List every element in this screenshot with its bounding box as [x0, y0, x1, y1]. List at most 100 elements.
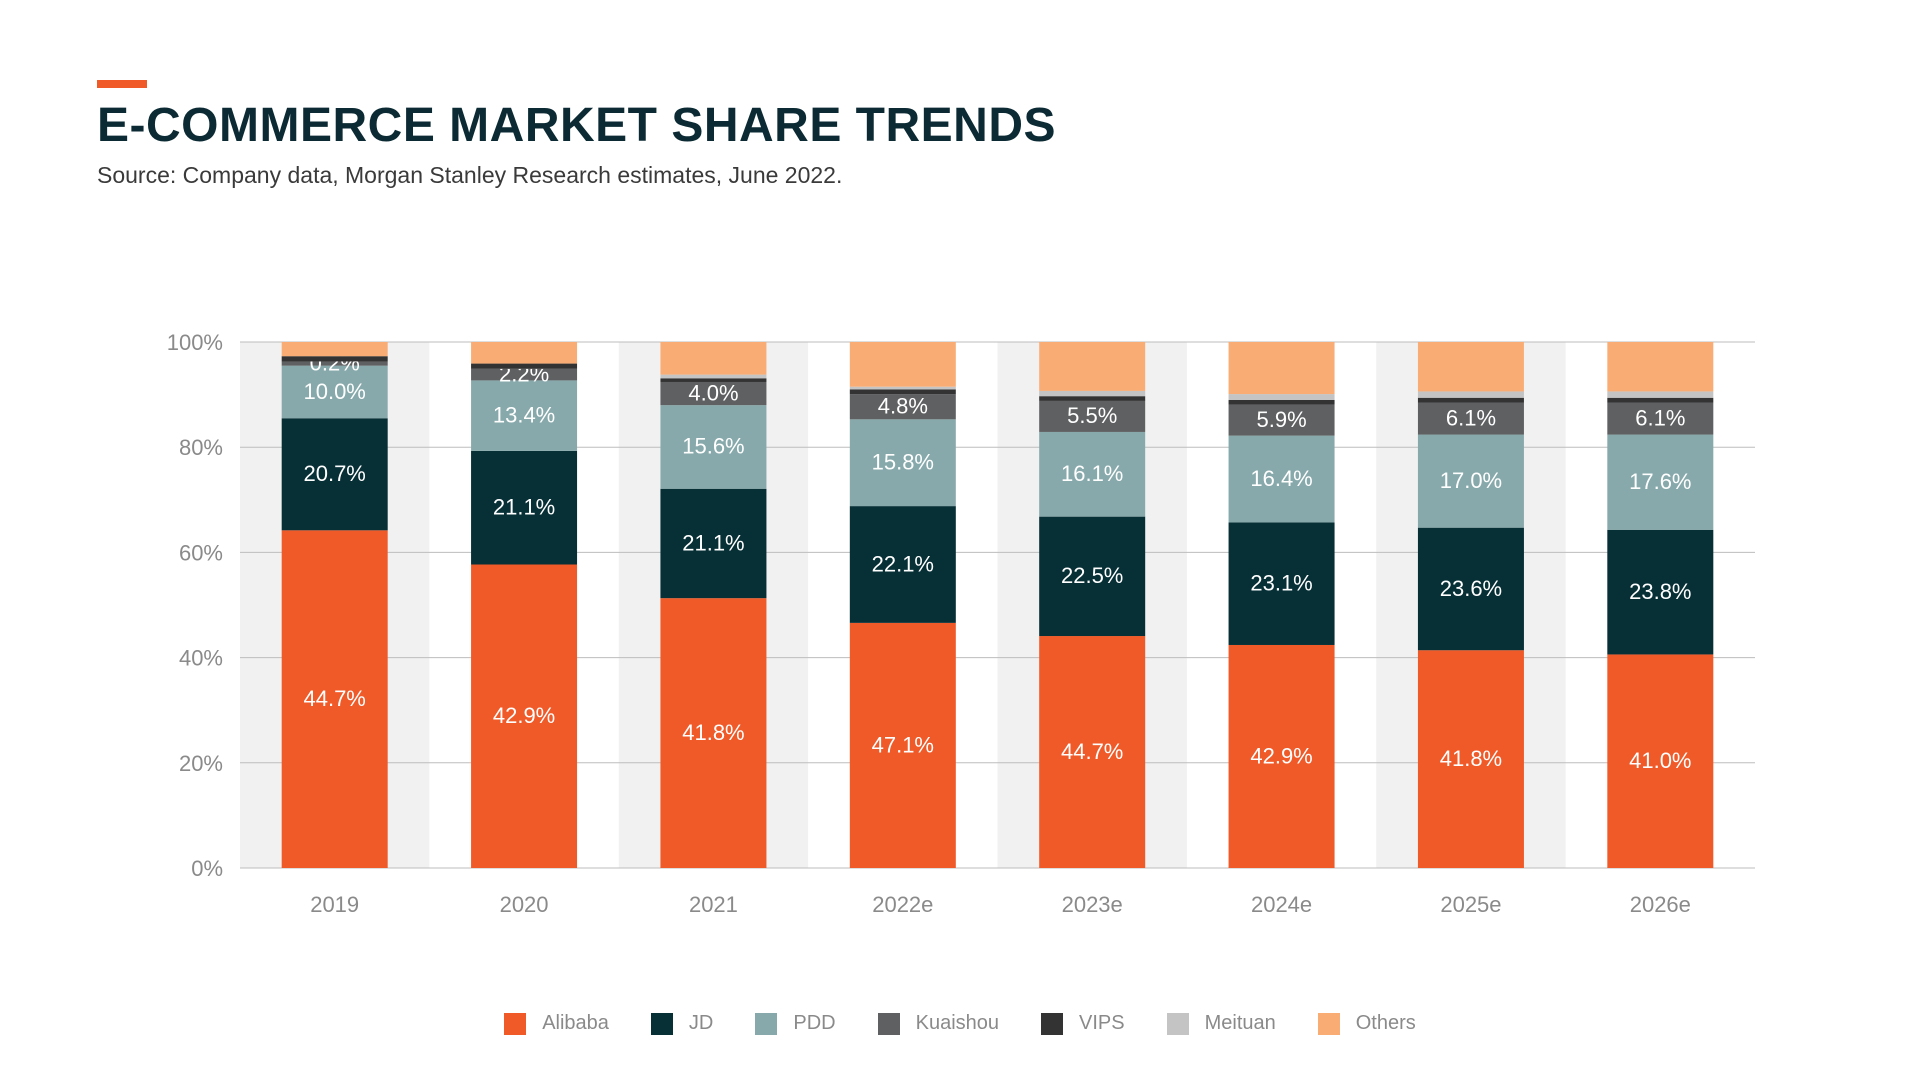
bar-segment-others	[281, 342, 388, 357]
legend-label: PDD	[793, 1012, 836, 1034]
legend-swatch	[1166, 1012, 1189, 1035]
bar-segment-meituan	[1417, 391, 1524, 398]
data-label: 4.0%	[688, 380, 738, 405]
x-tick-label: 2023e	[1062, 892, 1123, 917]
bar-segment-others	[1039, 342, 1146, 391]
bar-segment-meituan	[1607, 391, 1714, 398]
data-label: 13.4%	[493, 402, 555, 427]
bar-segment-jd	[660, 488, 767, 599]
bar-segment-vips	[660, 378, 767, 382]
bar-segment-pdd	[1228, 435, 1335, 523]
bar-segment-jd	[1417, 527, 1524, 651]
data-label: 4.8%	[878, 394, 928, 419]
bar-segment-vips	[1039, 396, 1146, 401]
bar-stack-2021: 41.8% 21.1% 15.6% 4.0%	[660, 342, 767, 868]
legend-label: Alibaba	[542, 1012, 609, 1034]
x-tick-label: 2022e	[872, 892, 933, 917]
x-tick-label: 2020	[500, 892, 549, 917]
legend-item-meituan: Meituan	[1166, 1012, 1276, 1035]
legend-label: Kuaishou	[915, 1012, 1000, 1034]
x-tick-label: 2021	[689, 892, 738, 917]
bar-segment-jd	[281, 418, 388, 531]
bar-segment-kuaishou	[1039, 400, 1146, 432]
data-label: 10.0%	[303, 379, 365, 404]
y-tick-label: 0%	[191, 856, 223, 881]
bar-segment-pdd	[1039, 431, 1146, 517]
bar-segment-pdd	[281, 365, 388, 419]
bar-segment-meituan	[1039, 390, 1146, 397]
data-label: 23.6%	[1440, 576, 1502, 601]
data-label: 44.7%	[1061, 739, 1123, 764]
data-label: 17.0%	[1440, 468, 1502, 493]
bar-segment-alibaba	[1228, 644, 1335, 868]
data-label: 21.1%	[493, 495, 555, 520]
bar-segment-vips	[1417, 397, 1524, 403]
legend-label: Others	[1355, 1012, 1416, 1034]
legend-swatch	[504, 1012, 527, 1035]
bar-segment-others	[849, 342, 956, 387]
bar-segment-others	[1228, 342, 1335, 395]
data-label: 22.1%	[872, 551, 934, 576]
data-label: 6.1%	[1446, 405, 1496, 430]
bar-stack-2022e: 47.1% 22.1% 15.8% 4.8%	[849, 342, 956, 868]
stacked-bar-chart: 0%20%40%60%80%100% 44.7%20.7%10.0%0.2%42…	[167, 330, 1755, 917]
data-label: 5.9%	[1256, 407, 1306, 432]
data-label: 44.7%	[303, 686, 365, 711]
data-label: 16.4%	[1250, 466, 1312, 491]
bar-segment-alibaba	[660, 598, 767, 868]
data-label: 21.1%	[682, 530, 744, 555]
bar-segment-pdd	[1417, 434, 1524, 528]
y-tick-label: 100%	[167, 330, 223, 355]
data-label: 42.9%	[1250, 743, 1312, 768]
legend-label: Meituan	[1204, 1012, 1276, 1034]
bar-segment-kuaishou	[471, 368, 578, 381]
bar-segment-alibaba	[281, 530, 388, 868]
chart-legend: Alibaba JD PDD Kuaishou VIPS Meituan Others	[0, 1012, 1920, 1035]
data-label: 23.8%	[1629, 579, 1691, 604]
legend-swatch	[755, 1012, 778, 1035]
bar-segment-kuaishou	[660, 381, 767, 406]
data-label: 15.8%	[872, 450, 934, 475]
chart-title: E-COMMERCE MARKET SHARE TRENDS	[97, 99, 1057, 152]
bar-stack-2025e: 41.8% 23.6% 17.0% 6.1%	[1417, 342, 1524, 868]
bar-segment-jd	[1228, 522, 1335, 645]
y-tick-label: 80%	[179, 435, 223, 460]
legend-item-vips: VIPS	[1041, 1012, 1125, 1035]
data-label: 16.1%	[1061, 461, 1123, 486]
bar-segment-vips	[849, 389, 956, 395]
x-tick-label: 2026e	[1630, 892, 1691, 917]
y-axis-ticks: 0% 20% 40% 60% 80% 100%	[167, 330, 223, 881]
data-label: 20.7%	[303, 461, 365, 486]
data-label: 23.1%	[1250, 571, 1312, 596]
data-label: 17.6%	[1629, 469, 1691, 494]
bar-segment-vips	[1228, 399, 1335, 405]
title-accent-bar	[97, 80, 147, 88]
bar-segment-pdd	[849, 419, 956, 507]
bar-segment-pdd	[660, 405, 767, 489]
bar-segment-others	[1607, 342, 1714, 392]
bar-segment-pdd	[1607, 434, 1714, 530]
bar-segment-alibaba	[1607, 654, 1714, 868]
x-axis-ticks: 2019 2020 2021 2022e 2023e 2024e 2025e 2026e	[310, 892, 1691, 917]
y-tick-label: 20%	[179, 751, 223, 776]
legend-swatch	[877, 1012, 900, 1035]
bar-segment-vips	[471, 363, 578, 369]
bar-stack-2024e: 42.9% 23.1% 16.4% 5.9%	[1228, 342, 1335, 868]
chart-source-note: Source: Company data, Morgan Stanley Res…	[97, 162, 843, 188]
bar-segment-meituan	[1228, 394, 1335, 400]
bar-segment-jd	[1039, 516, 1146, 637]
bar-stack-2023e: 44.7% 22.5% 16.1% 5.5%	[1039, 342, 1146, 868]
bar-stack-2019: 44.7%20.7%10.0%0.2%	[281, 342, 388, 868]
bar-stack-2020: 42.9%21.1%13.4%2.2%	[471, 342, 578, 868]
bar-segment-kuaishou	[1417, 402, 1524, 435]
legend-swatch	[1317, 1012, 1340, 1035]
x-tick-label: 2025e	[1440, 892, 1501, 917]
bar-segment-alibaba	[1417, 650, 1524, 868]
legend-item-kuaishou: Kuaishou	[877, 1012, 1000, 1035]
bar-segment-kuaishou	[849, 394, 956, 420]
bar-segment-alibaba	[1039, 636, 1146, 868]
bar-segment-vips	[281, 356, 388, 362]
bar-segment-others	[471, 342, 578, 364]
x-tick-label: 2024e	[1251, 892, 1312, 917]
legend-item-others: Others	[1317, 1012, 1416, 1035]
